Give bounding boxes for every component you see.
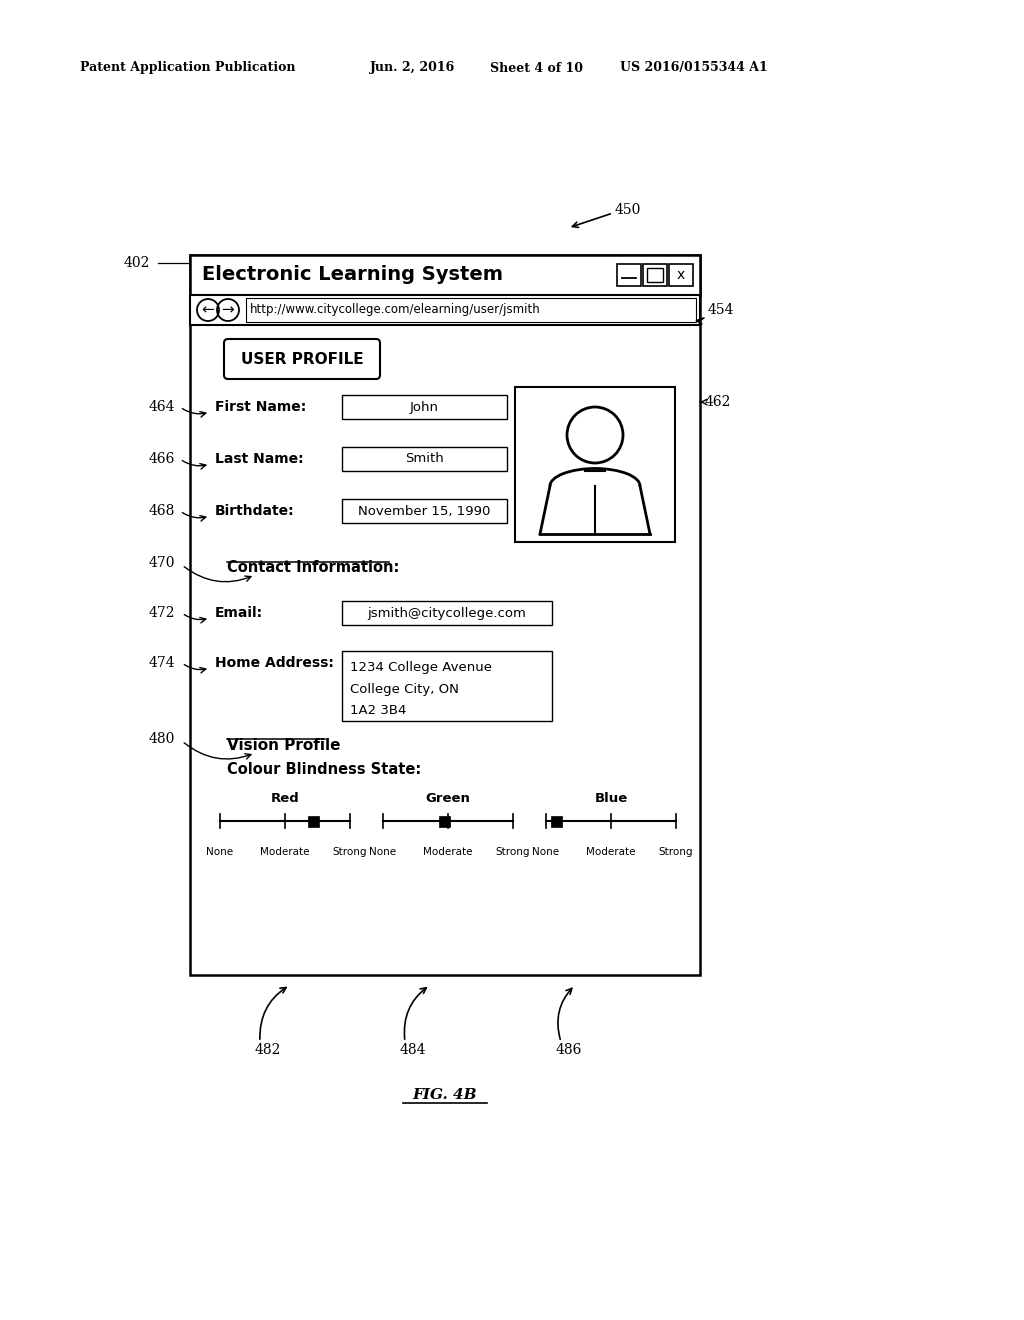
FancyBboxPatch shape [308,816,319,826]
Text: None: None [370,847,396,857]
Text: Red: Red [270,792,299,805]
FancyBboxPatch shape [643,264,667,286]
FancyBboxPatch shape [342,447,507,471]
FancyBboxPatch shape [342,651,552,721]
Text: 468: 468 [148,504,175,517]
Text: 466: 466 [148,451,175,466]
Text: Moderate: Moderate [260,847,309,857]
Text: jsmith@citycollege.com: jsmith@citycollege.com [368,606,526,619]
FancyBboxPatch shape [190,255,700,294]
Text: US 2016/0155344 A1: US 2016/0155344 A1 [620,62,768,74]
FancyBboxPatch shape [190,294,700,325]
Text: x: x [677,268,685,282]
Text: USER PROFILE: USER PROFILE [241,351,364,367]
Text: Sheet 4 of 10: Sheet 4 of 10 [490,62,583,74]
Text: Green: Green [426,792,470,805]
FancyBboxPatch shape [551,816,562,826]
FancyBboxPatch shape [617,264,641,286]
Text: 1234 College Avenue: 1234 College Avenue [350,660,492,673]
Text: 462: 462 [705,395,731,409]
FancyBboxPatch shape [342,499,507,523]
Text: 470: 470 [148,556,175,570]
Text: Electronic Learning System: Electronic Learning System [202,265,503,285]
Text: Colour Blindness State:: Colour Blindness State: [227,762,421,776]
Text: ←: ← [202,302,214,318]
FancyBboxPatch shape [190,255,700,975]
FancyBboxPatch shape [438,816,450,826]
Text: Patent Application Publication: Patent Application Publication [80,62,296,74]
Text: None: None [207,847,233,857]
Text: Email:: Email: [215,606,263,620]
Text: Moderate: Moderate [423,847,473,857]
Text: Birthdate:: Birthdate: [215,504,295,517]
Text: Strong: Strong [496,847,530,857]
FancyBboxPatch shape [224,339,380,379]
Text: John: John [410,400,439,413]
Text: 454: 454 [708,304,734,317]
Text: →: → [221,302,234,318]
Text: November 15, 1990: November 15, 1990 [358,504,490,517]
Text: 486: 486 [556,1043,583,1057]
FancyBboxPatch shape [669,264,693,286]
Text: Strong: Strong [333,847,368,857]
Text: 482: 482 [255,1043,282,1057]
Text: 472: 472 [148,606,175,620]
Text: Home Address:: Home Address: [215,656,334,671]
FancyBboxPatch shape [515,387,675,543]
Text: 402: 402 [124,256,150,271]
Text: Blue: Blue [594,792,628,805]
FancyBboxPatch shape [246,298,696,322]
Text: Last Name:: Last Name: [215,451,304,466]
Text: Contact Information:: Contact Information: [227,561,399,576]
FancyBboxPatch shape [647,268,663,282]
Text: 1A2 3B4: 1A2 3B4 [350,705,407,718]
Text: 484: 484 [400,1043,427,1057]
FancyBboxPatch shape [342,395,507,418]
Text: College City, ON: College City, ON [350,682,459,696]
Text: Moderate: Moderate [587,847,636,857]
Text: First Name:: First Name: [215,400,306,414]
FancyBboxPatch shape [342,601,552,624]
Text: 464: 464 [148,400,175,414]
Text: http://www.citycollege.com/elearning/user/jsmith: http://www.citycollege.com/elearning/use… [250,304,541,317]
Text: 450: 450 [615,203,641,216]
Text: Strong: Strong [658,847,693,857]
Text: FIG. 4B: FIG. 4B [413,1088,477,1102]
Text: None: None [532,847,559,857]
Text: 474: 474 [148,656,175,671]
Text: Jun. 2, 2016: Jun. 2, 2016 [370,62,456,74]
Text: 480: 480 [148,733,175,746]
Text: Vision Profile: Vision Profile [227,738,341,752]
Text: Smith: Smith [406,453,443,466]
